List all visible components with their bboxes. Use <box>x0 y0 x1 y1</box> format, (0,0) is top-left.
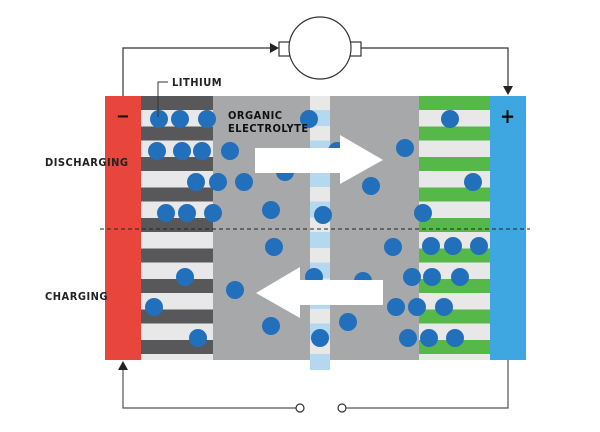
anode-layer <box>141 157 213 171</box>
electrolyte-label: ORGANIC <box>228 109 283 122</box>
cathode-layer <box>419 218 490 232</box>
anode-layer <box>141 279 213 293</box>
switch-icon <box>295 403 347 413</box>
lithium-ion <box>399 329 417 347</box>
lithium-ion <box>470 237 488 255</box>
lithium-ion <box>362 177 380 195</box>
lithium-label: LITHIUM <box>172 76 222 89</box>
lithium-ion <box>403 268 421 286</box>
anode-layer <box>141 218 213 232</box>
separator-segment <box>310 232 330 248</box>
cathode-layer <box>419 340 490 354</box>
discharging-label: DISCHARGING <box>45 156 129 169</box>
cathode-layer <box>419 96 490 110</box>
electrolyte-label: ELECTROLYTE <box>228 122 309 135</box>
lithium-ion <box>441 110 459 128</box>
lithium-ion <box>422 237 440 255</box>
arrow-head-icon <box>118 361 128 370</box>
lithium-ion <box>435 298 453 316</box>
lithium-ion <box>209 173 227 191</box>
anode-layer <box>141 96 213 110</box>
lithium-ion <box>423 268 441 286</box>
negative-terminal <box>105 96 141 360</box>
lithium-ion <box>226 281 244 299</box>
lithium-ion <box>221 142 239 160</box>
negative-terminal-label: − <box>116 106 130 127</box>
lithium-ion <box>157 204 175 222</box>
lithium-ion <box>145 298 163 316</box>
lithium-ion <box>444 237 462 255</box>
lithium-ion <box>464 173 482 191</box>
lithium-ion <box>314 206 332 224</box>
lithium-ion <box>387 298 405 316</box>
lithium-ion <box>262 201 280 219</box>
lithium-ion <box>262 317 280 335</box>
cathode-layer <box>419 157 490 171</box>
lithium-ion <box>198 110 216 128</box>
lithium-ion <box>171 110 189 128</box>
separator <box>310 96 330 360</box>
arrow-head-icon <box>503 86 513 95</box>
lithium-ion <box>173 142 191 160</box>
lithium-ion <box>189 329 207 347</box>
lithium-ion <box>204 204 222 222</box>
lithium-ion <box>408 298 426 316</box>
anode-layer <box>141 248 213 263</box>
arrow-head-icon <box>270 43 279 53</box>
anode-layer <box>141 187 213 202</box>
battery-layers <box>105 96 526 370</box>
lithium-ion <box>396 139 414 157</box>
lithium-ion <box>384 238 402 256</box>
lithium-ion <box>178 204 196 222</box>
cathode-layer <box>419 187 490 202</box>
lithium-ion <box>339 313 357 331</box>
cathode-layer <box>419 126 490 141</box>
lithium-ion <box>176 268 194 286</box>
electrolyte-left <box>213 96 310 360</box>
motor-icon <box>278 16 362 80</box>
bottom-circuit <box>122 360 509 409</box>
lithium-ion <box>420 329 438 347</box>
top-circuit <box>122 47 509 96</box>
lithium-ion <box>193 142 211 160</box>
lithium-ion <box>446 329 464 347</box>
separator-segment <box>310 171 330 187</box>
cathode-layer <box>419 309 490 324</box>
positive-terminal <box>490 96 526 360</box>
lithium-ion <box>300 110 318 128</box>
lithium-ion <box>414 204 432 222</box>
lithium-leader-line <box>157 81 168 117</box>
lithium-ion <box>311 329 329 347</box>
charging-label: CHARGING <box>45 290 108 303</box>
arrow-left-icon <box>256 267 383 318</box>
arrow-right-icon <box>255 135 383 184</box>
lithium-ion <box>265 238 283 256</box>
separator-segment <box>310 354 330 370</box>
lithium-ion <box>148 142 166 160</box>
anode-layer <box>141 126 213 141</box>
positive-terminal-label: + <box>500 104 516 128</box>
lithium-ion <box>150 110 168 128</box>
lithium-ion <box>235 173 253 191</box>
lithium-ion <box>187 173 205 191</box>
lithium-ion <box>451 268 469 286</box>
